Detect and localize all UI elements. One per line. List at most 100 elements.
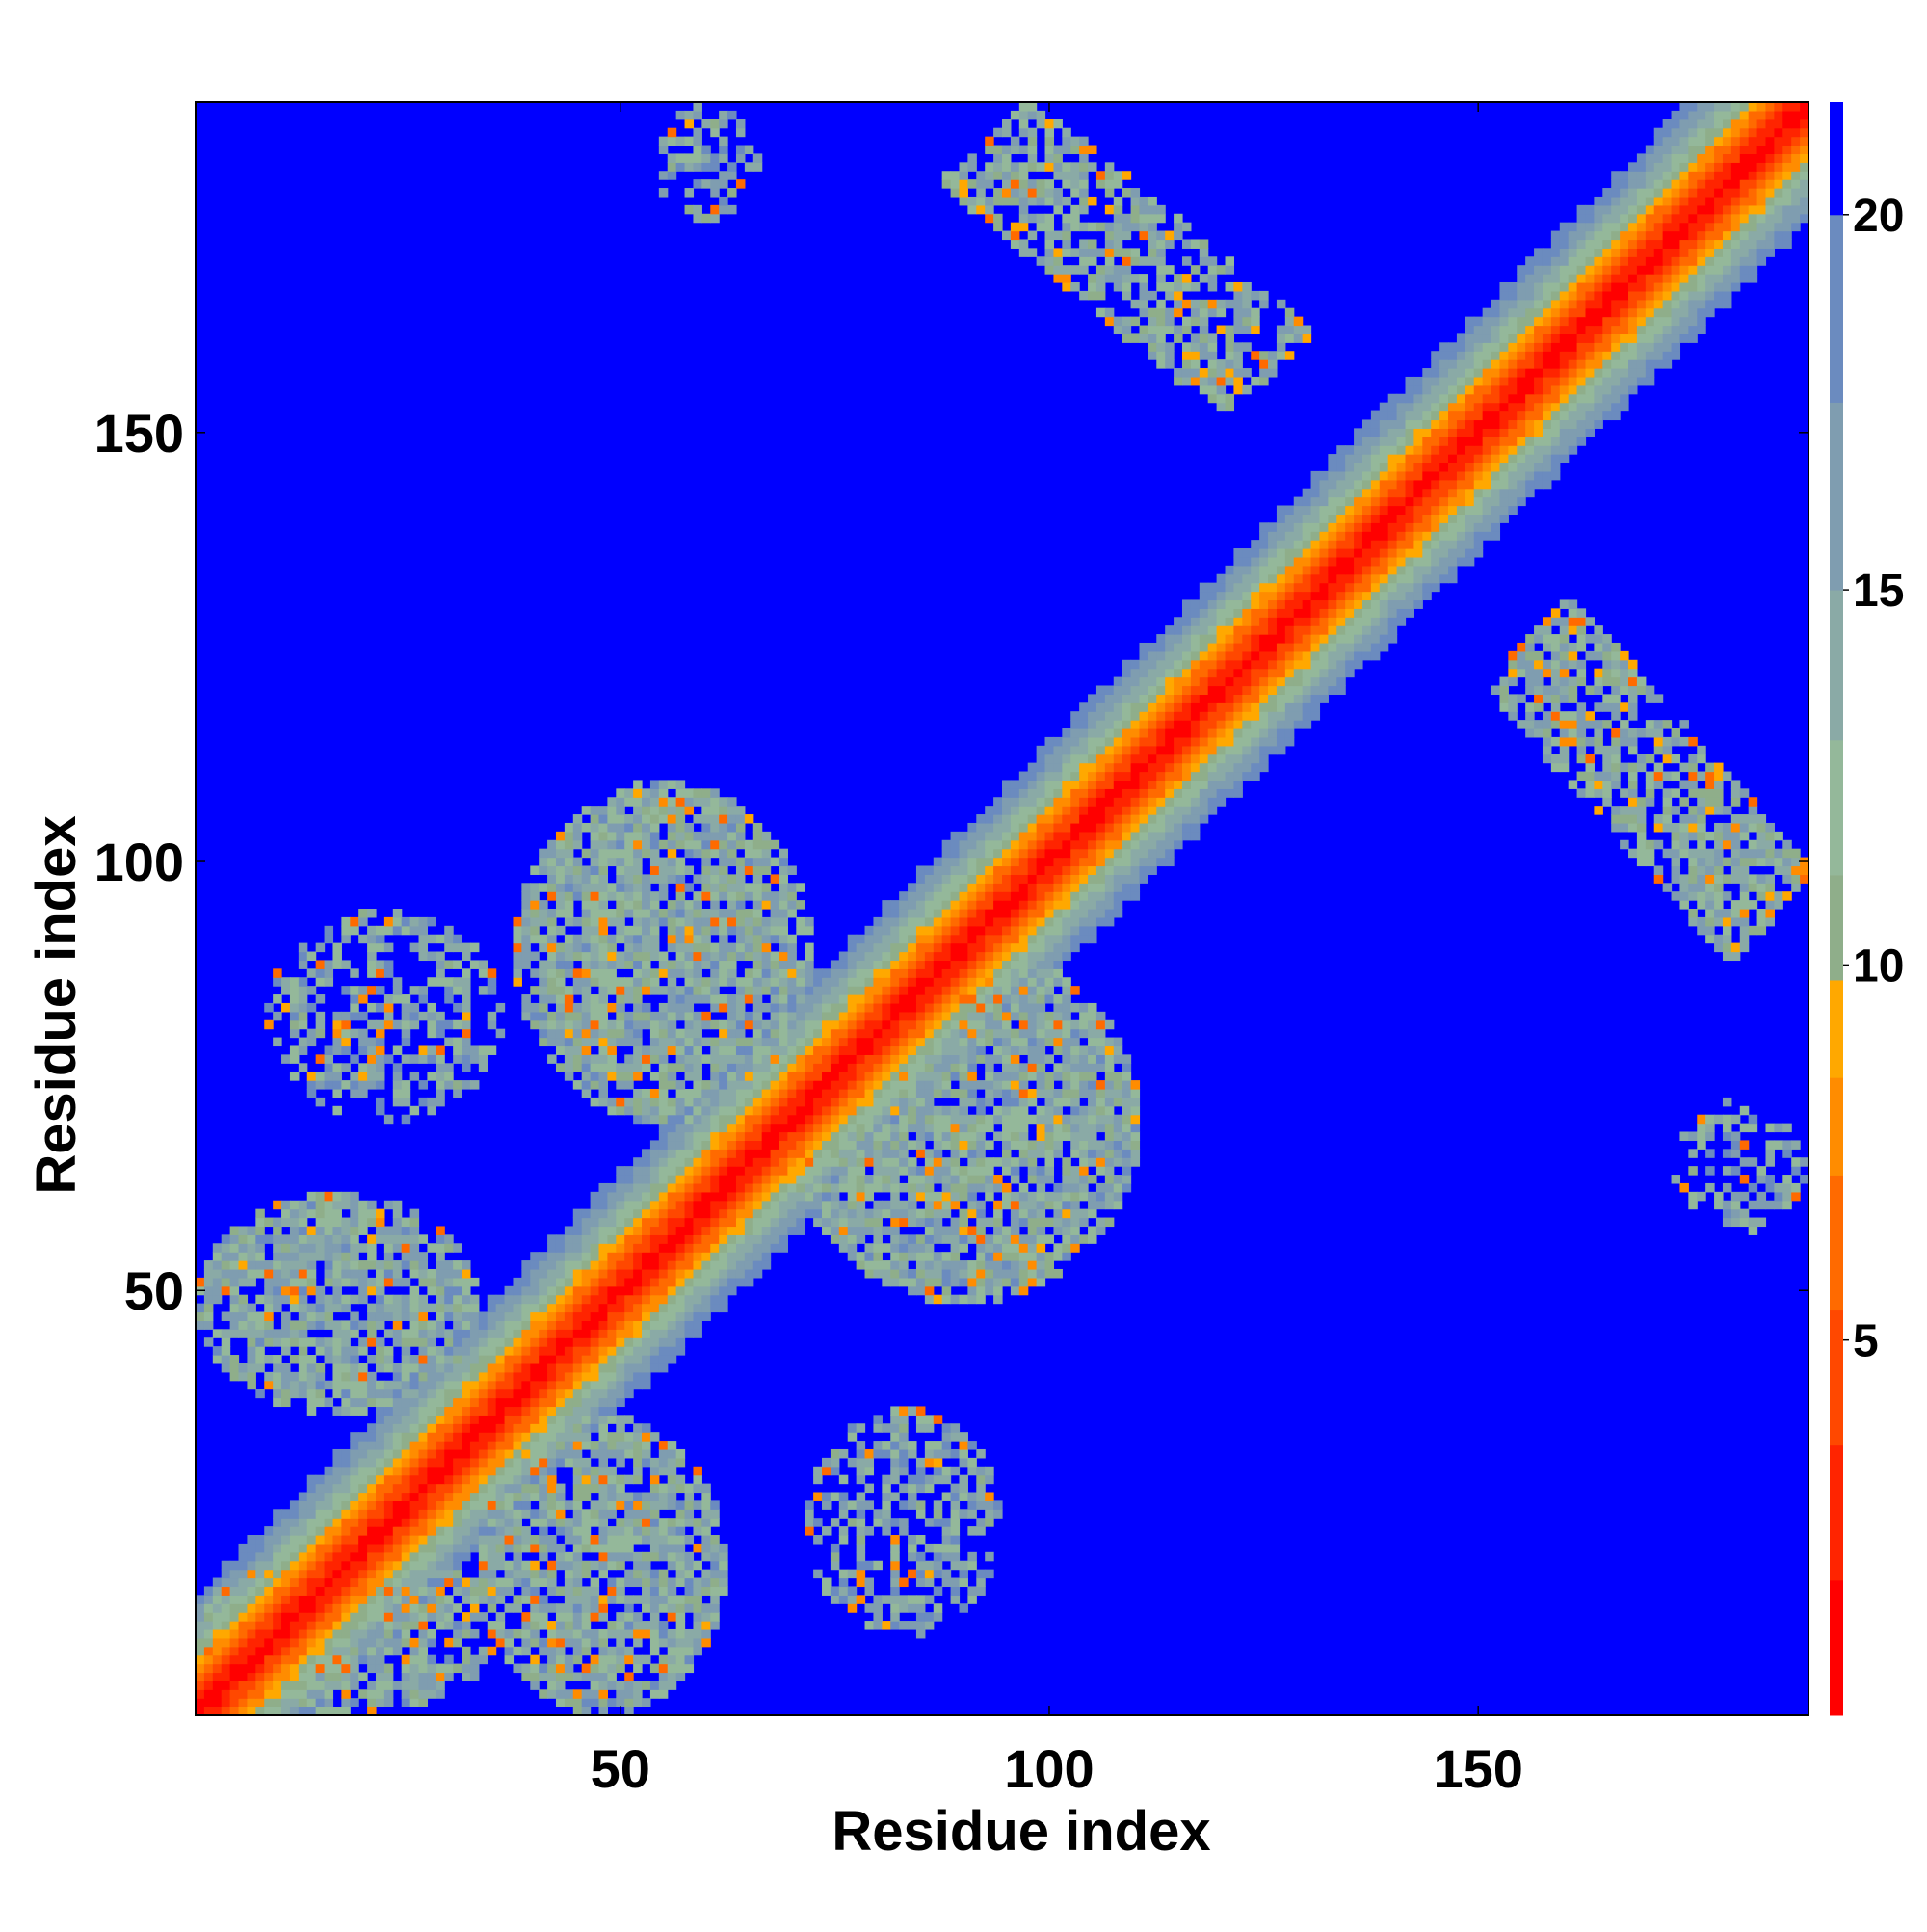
heatmap-cell [598,1268,608,1279]
heatmap-cell [238,1226,249,1235]
heatmap-cell [392,1294,403,1305]
heatmap-cell [667,1072,677,1081]
heatmap-cell [684,1105,695,1116]
heatmap-cell [598,1080,608,1090]
heatmap-cell [539,1448,548,1459]
heatmap-cell [667,1586,677,1596]
heatmap-cell [967,1157,977,1167]
heatmap-cell [469,1441,480,1450]
heatmap-cell [1053,1131,1063,1142]
heatmap-cell [332,1637,342,1648]
heatmap-cell [752,1268,763,1279]
heatmap-cell [976,1114,986,1125]
heatmap-cell [735,1217,746,1228]
heatmap-cell [564,1380,574,1390]
heatmap-cell [735,1019,746,1030]
heatmap-cell [616,1526,625,1536]
heatmap-cell [469,1457,480,1468]
heatmap-cell [1791,1182,1801,1193]
heatmap-cell [915,1063,926,1072]
heatmap-cell [882,1140,891,1150]
heatmap-cell [924,1105,935,1116]
heatmap-cell [238,1543,249,1553]
heatmap-cell [436,1303,445,1313]
heatmap-cell [392,1543,403,1553]
heatmap-cell [530,1466,540,1476]
heatmap-cell [1748,1182,1758,1193]
heatmap-cell [684,1088,695,1098]
heatmap-cell [856,1217,866,1228]
heatmap-cell [1070,1175,1080,1184]
heatmap-cell [521,1329,531,1338]
heatmap-cell [607,1191,617,1202]
heatmap-cell [908,1054,917,1064]
heatmap-cell [564,1346,574,1356]
heatmap-cell [710,1226,720,1235]
heatmap-cell [667,1114,677,1125]
heatmap-cell [469,1518,480,1527]
heatmap-cell [1053,1217,1063,1228]
heatmap-cell [856,1423,866,1433]
heatmap-cell [693,1072,702,1081]
heatmap-cell [735,1252,746,1261]
heatmap-cell [513,1363,522,1373]
heatmap-cell [392,1380,403,1390]
heatmap-cell [383,1500,394,1510]
heatmap-cell [710,1234,720,1244]
heatmap-cell [675,1329,686,1338]
heatmap-cell [350,1088,359,1098]
heatmap-cell [409,1268,420,1279]
heatmap-cell [350,1072,359,1081]
heatmap-cell [675,1294,686,1305]
heatmap-cell [727,1277,737,1287]
heatmap-cell [358,1569,368,1579]
heatmap-cell [933,1088,943,1098]
heatmap-cell [864,1097,875,1107]
heatmap-cell [572,1337,583,1347]
heatmap-cell [933,1063,943,1072]
heatmap-cell [959,1217,968,1228]
heatmap-cell [539,1019,548,1030]
heatmap-cell [229,1252,240,1261]
heatmap-cell [513,1389,522,1399]
heatmap-cell [787,1054,797,1064]
heatmap-cell [882,1518,891,1527]
heatmap-cell [813,1466,823,1476]
heatmap-cell [289,1234,300,1244]
heatmap-cell [719,1226,728,1235]
heatmap-cell [392,1441,403,1450]
heatmap-cell [744,1243,754,1253]
heatmap-cell [350,1577,359,1588]
heatmap-cell [710,1200,720,1210]
heatmap-cell [1113,1123,1123,1133]
heatmap-cell [642,1628,651,1639]
heatmap-cell [581,1045,592,1055]
heatmap-cell [289,1002,300,1013]
heatmap-cell [633,1217,643,1228]
heatmap-cell [658,1226,669,1235]
heatmap-cell [375,1028,385,1039]
heatmap-cell [392,1397,403,1408]
heatmap-cell [787,1019,797,1030]
heatmap-cell [341,1689,351,1699]
heatmap-cell [941,1182,952,1193]
heatmap-cell [478,1423,488,1433]
heatmap-cell [306,1621,317,1630]
heatmap-cell [864,1560,875,1571]
heatmap-cell [761,1157,772,1167]
heatmap-cell [324,1355,334,1364]
heatmap-cell [693,1303,702,1313]
heatmap-cell [427,1054,436,1064]
heatmap-cell [281,1621,291,1630]
heatmap-cell [273,1707,282,1716]
heatmap-cell [315,1672,326,1681]
heatmap-cell [667,1028,677,1039]
heatmap-cell [539,1432,548,1442]
heatmap-cell [607,1217,617,1228]
heatmap-cell [658,1080,669,1090]
heatmap-cell [401,1586,411,1596]
heatmap-cell [436,1346,445,1356]
heatmap-cell [341,1252,351,1261]
heatmap-cell [590,1355,600,1364]
heatmap-cell [941,1208,952,1219]
